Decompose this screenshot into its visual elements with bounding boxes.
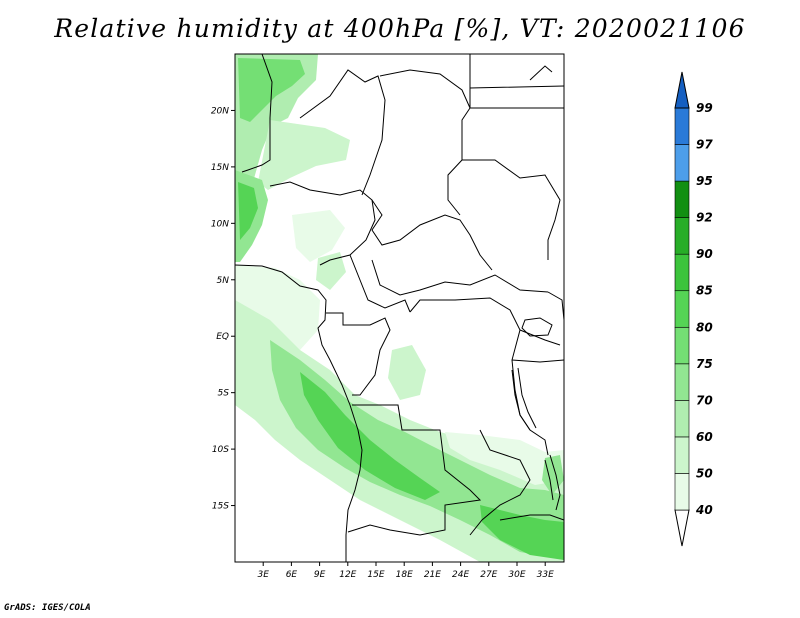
zambezi-coast	[499, 514, 564, 521]
border-zambia	[469, 429, 531, 536]
colorbar-level-label: 80	[696, 320, 713, 334]
border-egypt	[469, 54, 564, 109]
lat-tick-label: 20N	[211, 106, 229, 116]
grads-credit: GrADS: IGES/COLA	[4, 603, 91, 613]
colorbar-level-label: 90	[696, 247, 713, 261]
colorbar-level-label: 97	[696, 138, 713, 152]
longitude-axis: 3E 6E 9E 12E 15E 18E 21E 24E 27E 30E 33E	[257, 562, 554, 580]
colorbar-level-label: 85	[696, 284, 713, 298]
lake-victoria	[521, 317, 553, 337]
moist-region-cameroon	[316, 252, 346, 290]
lat-tick-label: 5S	[218, 389, 230, 399]
colorbar-level-label: 60	[696, 430, 713, 444]
border-sahara	[241, 54, 273, 173]
lon-tick-label: 6E	[286, 570, 298, 580]
lon-tick-label: 9E	[314, 570, 326, 580]
colorbar-swatch	[674, 217, 690, 255]
colorbar-bottom-triangle	[674, 509, 690, 547]
red-sea	[529, 65, 553, 81]
border-cameroon	[349, 254, 411, 313]
map-title: Relative humidity at 400hPa [%], VT: 202…	[54, 14, 746, 43]
colorbar-level-label: 95	[696, 174, 713, 188]
colorbar-swatch	[674, 436, 690, 474]
colorbar-swatch	[674, 290, 690, 328]
colorbar-swatch	[674, 363, 690, 401]
colorbar-level-label: 92	[696, 211, 713, 225]
border-sudan	[462, 85, 564, 260]
coastline-west	[235, 264, 363, 562]
lat-tick-label: 15S	[212, 502, 229, 512]
lat-tick-label: 10N	[211, 219, 229, 229]
country-borders	[235, 54, 564, 562]
lon-tick-label: 21E	[424, 570, 441, 580]
colorbar-level-label: 70	[696, 393, 713, 407]
colorbar-swatch	[674, 253, 690, 292]
lat-tick-label: 5N	[217, 276, 230, 286]
border-mali-niger	[299, 69, 386, 196]
colorbar-level-label: 99	[696, 101, 713, 115]
humidity-shading	[235, 54, 564, 562]
border-angola	[347, 404, 482, 536]
moist-region-nigeria	[292, 210, 345, 262]
colorbar-level-label: 50	[696, 466, 713, 480]
moist-region-southern-band-core	[300, 372, 440, 500]
colorbar: 40 50 60 70 75 80 85 90 92 95 97 99	[674, 71, 713, 547]
lat-tick-label: 15N	[211, 163, 229, 173]
moist-region-west-coast-core	[238, 182, 258, 240]
lon-tick-label: 18E	[396, 570, 413, 580]
colorbar-swatch	[674, 326, 690, 365]
colorbar-swatch	[674, 473, 690, 511]
border-car	[371, 259, 549, 296]
border-libya	[379, 69, 471, 216]
lake-tanganyika	[511, 367, 537, 431]
colorbar-swatch	[674, 107, 690, 145]
map-frame	[234, 53, 565, 563]
colorbar-level-label: 75	[696, 357, 713, 371]
border-gabon-congo	[326, 312, 391, 396]
lon-tick-label: 24E	[452, 570, 469, 580]
colorbar-swatch	[674, 400, 690, 438]
colorbar-swatch	[674, 144, 690, 182]
lon-tick-label: 27E	[480, 570, 497, 580]
latitude-axis: 20N 15N 10N 5N EQ 5S 10S 15S	[211, 106, 235, 512]
lon-tick-label: 30E	[508, 570, 525, 580]
border-east	[511, 291, 564, 363]
border-drc	[409, 297, 549, 456]
lon-tick-label: 12E	[339, 570, 356, 580]
moist-region-congo-patch	[388, 345, 426, 400]
lon-tick-label: 3E	[257, 570, 269, 580]
colorbar-top-triangle	[674, 71, 690, 109]
lat-tick-label: EQ	[216, 332, 229, 342]
lon-tick-label: 15E	[367, 570, 384, 580]
moist-region-southern-band-mid	[270, 340, 564, 560]
border-chad	[371, 199, 493, 271]
lake-malawi	[544, 454, 561, 511]
colorbar-swatch	[674, 180, 690, 218]
lat-tick-label: 10S	[212, 445, 229, 455]
lon-tick-label: 33E	[537, 570, 554, 580]
moist-region-east-light	[445, 432, 564, 485]
moist-region-north-band	[258, 120, 350, 190]
colorbar-level-label: 40	[695, 503, 713, 517]
moist-region-southeast-core	[480, 505, 564, 560]
